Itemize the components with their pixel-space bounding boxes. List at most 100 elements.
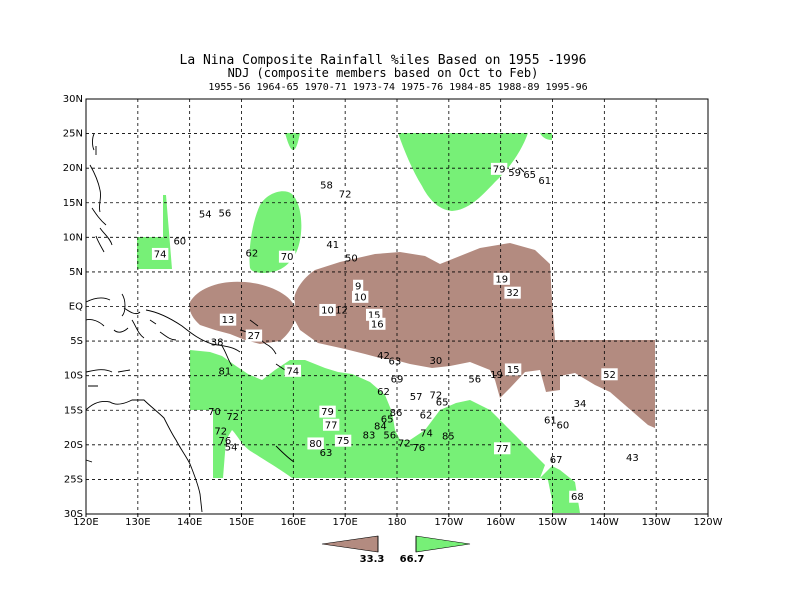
station-value-text: 56	[219, 209, 232, 220]
lon-tick-label: 120W	[694, 517, 723, 528]
station-value-box	[504, 363, 522, 376]
coast-sulawesi	[123, 307, 145, 339]
station-value-text: 63	[320, 448, 333, 459]
station-value: 56	[219, 209, 232, 220]
station-value: 63	[389, 357, 402, 368]
lat-tick-label: 5S	[70, 336, 83, 347]
station-value: 52	[601, 368, 618, 381]
station-value: 56	[383, 431, 396, 442]
station-value-text: 75	[337, 436, 350, 447]
station-value: 32	[504, 286, 521, 299]
station-value: 19	[490, 370, 503, 381]
station-value: 79	[490, 162, 508, 175]
station-value: 69	[391, 375, 404, 386]
station-value-text: 10	[321, 305, 334, 316]
station-value-text: 38	[211, 337, 224, 348]
station-value-box	[322, 418, 340, 431]
station-value-text: 10	[354, 292, 367, 303]
coast-timor	[85, 369, 131, 387]
station-value: 15	[504, 363, 522, 376]
dry-region-bismarck	[189, 281, 296, 344]
coast-newguinea	[145, 309, 241, 367]
station-value: 72	[398, 438, 411, 449]
station-value-text: 52	[603, 370, 616, 381]
station-value-box	[245, 329, 263, 342]
station-value-text: 72	[214, 427, 227, 438]
station-value: 38	[211, 337, 224, 348]
station-value: 65	[436, 397, 449, 408]
station-value-box	[494, 442, 511, 455]
station-value-text: 41	[326, 240, 339, 251]
station-value: 58	[320, 180, 333, 191]
lat-tick-label: 25S	[64, 474, 83, 485]
station-value-text: 68	[571, 492, 584, 503]
station-value: 43	[626, 453, 639, 464]
lat-tick-label: 25N	[63, 129, 83, 140]
lat-tick-label: 30S	[64, 509, 83, 520]
station-value-text: 84	[374, 422, 387, 433]
map-years: 1955-56 1964-65 1970-71 1973-74 1975-76 …	[208, 82, 587, 93]
station-value-box	[351, 290, 369, 303]
station-value-box	[490, 162, 508, 175]
station-value-text: 72	[226, 412, 239, 423]
station-value: 76	[412, 443, 425, 454]
station-value: 61	[544, 415, 557, 426]
station-value: 75	[334, 434, 352, 447]
wet-region-north	[398, 133, 528, 211]
lon-tick-label: 140W	[590, 517, 619, 528]
station-value: 9	[353, 279, 364, 292]
lat-tick-label: 10S	[64, 371, 83, 382]
station-value-box	[353, 279, 364, 292]
station-value: 74	[284, 364, 302, 377]
station-value-text: 83	[363, 431, 376, 442]
dry-region-central	[293, 243, 655, 428]
lon-tick-label: 160E	[281, 517, 306, 528]
station-value: 72	[430, 391, 443, 402]
station-value-text: 19	[490, 370, 503, 381]
station-value-text: 60	[556, 420, 569, 431]
station-value-text: 54	[199, 209, 212, 220]
station-value-text: 72	[398, 438, 411, 449]
station-value-box	[504, 286, 521, 299]
legend-wet-swatch	[415, 535, 471, 553]
station-value-text: 42	[377, 351, 390, 362]
station-value-text: 79	[493, 164, 506, 175]
station-value-box	[219, 313, 237, 326]
station-value-text: 16	[371, 319, 384, 330]
station-value-text: 15	[368, 310, 381, 321]
station-value: 81	[219, 366, 232, 377]
station-value: 86	[390, 408, 403, 419]
dry-regions	[189, 243, 655, 428]
lon-tick-label: 180	[387, 517, 406, 528]
lat-tick-label: 30N	[63, 94, 83, 105]
coast-philippines	[89, 146, 113, 253]
station-value-text: 54	[225, 442, 238, 453]
lat-tick-label: EQ	[69, 302, 83, 313]
station-value-text: 65	[381, 415, 394, 426]
station-value: 62	[377, 387, 390, 398]
station-value-box	[569, 490, 586, 503]
station-value: 62	[245, 249, 258, 260]
lon-axis: 120E 130E 140E 150E 160E 170E 180 170W 160W 150W 1…	[73, 514, 723, 528]
station-value-text: 27	[248, 331, 261, 342]
station-value-box	[307, 437, 324, 450]
station-value-text: 74	[420, 429, 433, 440]
station-value: 77	[494, 442, 511, 455]
station-value-box	[319, 405, 336, 418]
station-value: 12	[335, 305, 348, 316]
station-value-text: 9	[355, 281, 361, 292]
station-value-box	[284, 364, 302, 377]
station-value-text: 19	[495, 274, 508, 285]
lon-tick-label: 130E	[125, 517, 150, 528]
station-value: 70	[208, 407, 221, 418]
station-value: 74	[151, 247, 169, 260]
station-value-text: 60	[173, 236, 186, 247]
station-value: 77	[322, 418, 340, 431]
station-value: 65	[523, 170, 536, 181]
station-value: 13	[219, 313, 237, 326]
station-value-box	[319, 303, 336, 316]
lon-tick-label: 130W	[642, 517, 671, 528]
station-value-text: 67	[550, 455, 563, 466]
station-value: 60	[556, 420, 569, 431]
